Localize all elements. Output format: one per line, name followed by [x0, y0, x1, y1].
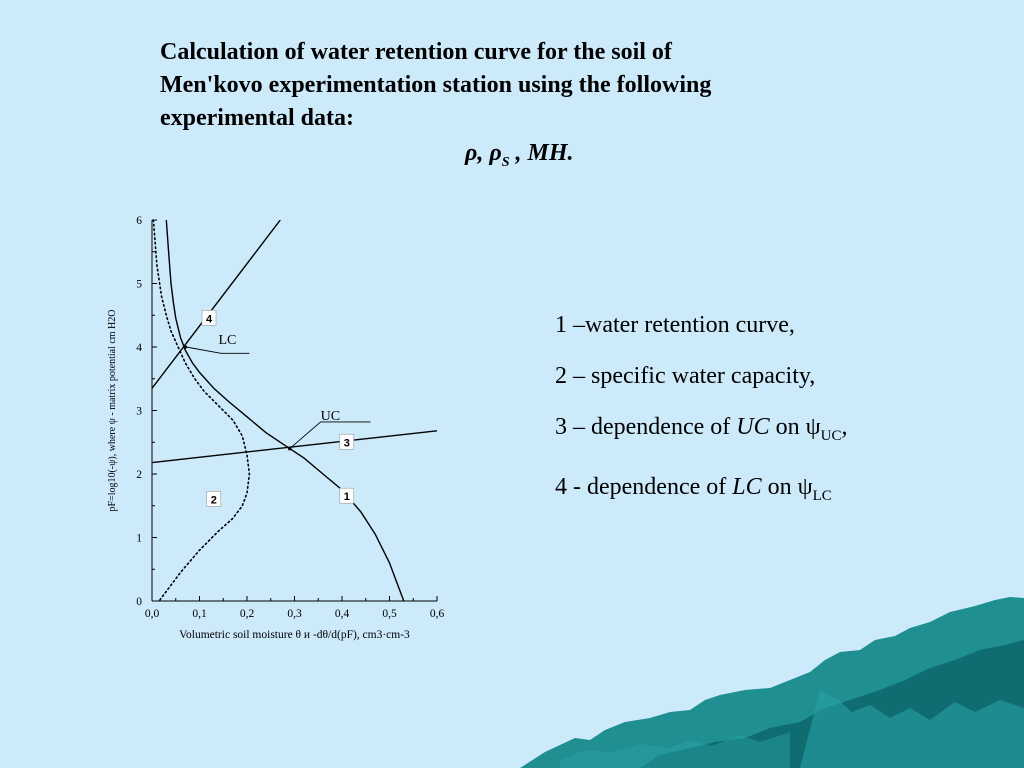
annotation-lc: LC [219, 333, 237, 348]
legend-item-3-prefix: 3 – dependence of [555, 414, 737, 440]
series-3-line [152, 430, 437, 464]
x-tick-label: 0,1 [192, 608, 207, 620]
legend-item-4-lc: LC [732, 473, 762, 500]
legend-item-2: 2 – specific water capacity, [555, 363, 816, 389]
legend-item-4-sub: LC [812, 487, 832, 504]
annotation-lc-leader [186, 346, 250, 354]
x-axis-label: Volumetric soil moisture θ и -dθ/d(pF), … [179, 629, 410, 641]
series-4-line [152, 220, 281, 389]
rho-s-subscript: S [501, 154, 510, 170]
legend-item-3-sub: UC [820, 427, 842, 444]
y-tick-label: 4 [136, 342, 142, 354]
y-tick-label: 2 [136, 469, 142, 481]
annotation-uc-point [287, 446, 292, 451]
legend-item-3-tail: , [841, 414, 848, 440]
y-tick-label: 1 [136, 533, 142, 545]
title-line-2: Men'kovo experimentation station using t… [160, 72, 712, 98]
title-line-3: experimental data: [160, 105, 354, 131]
title-line-1: Calculation of water retention curve for… [160, 39, 672, 65]
series-label-box [201, 310, 217, 326]
annotation-lc-point [183, 345, 188, 349]
series-1-line [165, 220, 405, 601]
series-label-1: 1 [339, 487, 355, 504]
series-label-text: 4 [206, 313, 213, 325]
legend-item-3-mid: on ψ [769, 414, 821, 440]
y-axis-label: pF=log10(-ψ), where ψ - matrix potential… [107, 309, 118, 511]
legend-item-4: 4 - dependence of LC on ψLC [555, 462, 1015, 522]
chart-container: 0,0 0,1 0,2 0,3 0,4 0,5 0,6 0 1 2 3 4 5 6 1 2 3 4 LC UC pF… [100, 205, 460, 655]
slide-title: Calculation of water retention curve for… [160, 36, 860, 135]
legend-item-4-mid: on ψ [761, 473, 813, 500]
x-tick-label: 0,4 [335, 608, 350, 620]
y-tick-label: 0 [136, 596, 142, 608]
series-label-text: 1 [344, 491, 350, 503]
series-label-text: 3 [344, 437, 350, 449]
x-tick-label: 0,5 [382, 608, 397, 620]
y-tick-label: 5 [136, 279, 142, 291]
legend-item-1: 1 –water retention curve, [555, 312, 795, 338]
series-label-2: 2 [206, 491, 222, 507]
x-tick-label: 0,3 [287, 608, 302, 620]
mh-symbol: , MH. [509, 140, 574, 166]
series-label-4: 4 [201, 310, 217, 326]
series-label-box [339, 487, 355, 504]
y-tick-label: 3 [136, 406, 142, 418]
rho-symbols: ρ, ρ [465, 140, 502, 166]
series-label-3: 3 [339, 433, 355, 450]
x-tick-label: 0,2 [240, 608, 255, 620]
legend-item-3: 3 – dependence of UC on ψUC, [555, 402, 1015, 462]
series-label-box [339, 433, 355, 450]
series-label-text: 2 [211, 494, 217, 506]
legend-item-3-uc: UC [736, 414, 770, 440]
title-symbols: ρ, ρS , MH. [465, 140, 574, 171]
series-2-line [152, 220, 251, 601]
legend: 1 –water retention curve, 2 – specific w… [555, 300, 1015, 522]
annotation-uc-leader [290, 421, 371, 448]
series-label-box [206, 491, 222, 507]
y-tick-label: 6 [136, 215, 142, 227]
water-retention-chart: 0,0 0,1 0,2 0,3 0,4 0,5 0,6 0 1 2 3 4 5 6 1 2 3 4 LC UC pF… [107, 215, 445, 641]
annotation-uc: UC [321, 409, 340, 424]
x-tick-label: 0,6 [430, 608, 445, 620]
x-tick-label: 0,0 [145, 608, 160, 620]
legend-item-4-prefix: 4 - dependence of [555, 473, 733, 500]
